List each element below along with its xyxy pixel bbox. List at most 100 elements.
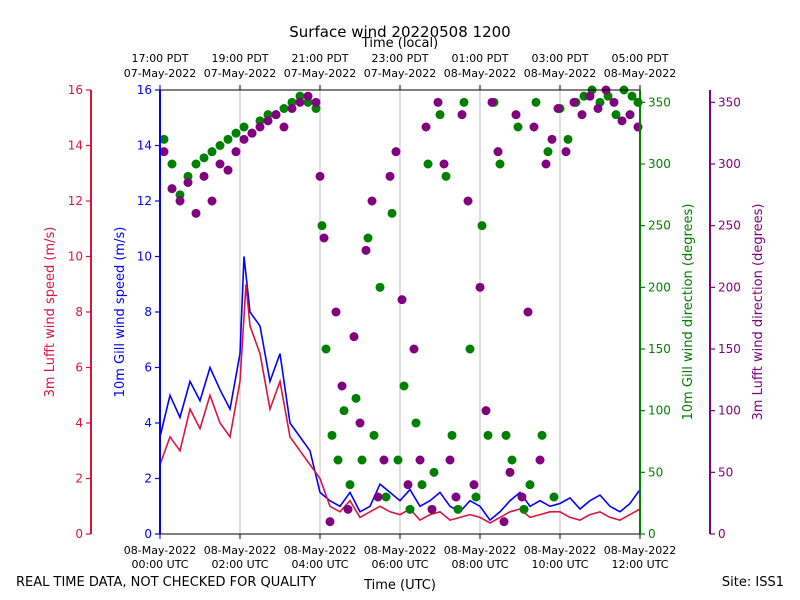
bottom-tick-time: 02:00 UTC bbox=[211, 558, 268, 571]
lufft-direction-point bbox=[617, 116, 627, 126]
lufft-speed-axis-tick-label: 14 bbox=[68, 139, 83, 153]
lufft-direction-point bbox=[295, 97, 305, 107]
gill-direction-point bbox=[447, 430, 457, 440]
lufft-direction-point bbox=[457, 110, 467, 120]
lufft-direction-axis-tick-label: 200 bbox=[718, 280, 741, 294]
lufft-direction-point bbox=[633, 122, 643, 132]
gill-direction-point bbox=[417, 480, 427, 490]
gill-direction-point bbox=[405, 504, 415, 514]
bottom-tick-date: 08-May-2022 bbox=[124, 544, 196, 557]
top-tick-date: 07-May-2022 bbox=[364, 67, 436, 80]
gill-direction-point bbox=[357, 455, 367, 465]
lufft-direction-point bbox=[361, 245, 371, 255]
lufft-direction-axis-tick-label: 0 bbox=[718, 527, 726, 541]
gill-direction-point bbox=[501, 430, 511, 440]
lufft-direction-point bbox=[439, 159, 449, 169]
gill-direction-point bbox=[537, 430, 547, 440]
lufft-direction-point bbox=[625, 110, 635, 120]
top-tick-date: 08-May-2022 bbox=[604, 67, 676, 80]
lufft-direction-point bbox=[263, 116, 273, 126]
top-tick-time: 23:00 PDT bbox=[371, 52, 428, 65]
lufft-direction-point bbox=[287, 104, 297, 113]
lufft-direction-axis-tick-label: 350 bbox=[718, 95, 741, 109]
lufft-direction-point bbox=[433, 97, 443, 107]
lufft-direction-point bbox=[191, 208, 201, 218]
lufft-direction-point bbox=[593, 104, 603, 113]
gill-speed-axis-tick-label: 10 bbox=[137, 250, 152, 264]
lufft-speed-axis-tick-label: 0 bbox=[75, 527, 83, 541]
gill-direction-point bbox=[627, 91, 637, 101]
gill-direction-point bbox=[483, 430, 493, 440]
lufft-speed-axis-tick-label: 8 bbox=[75, 305, 83, 319]
gill-direction-point bbox=[363, 233, 373, 243]
gill-speed-axis-tick-label: 6 bbox=[144, 361, 152, 375]
gill-direction-axis-tick-label: 100 bbox=[648, 404, 671, 418]
lufft-direction-point bbox=[529, 122, 539, 132]
bottom-tick-time: 10:00 UTC bbox=[531, 558, 588, 571]
lufft-direction-point bbox=[367, 196, 377, 206]
top-tick-time: 17:00 PDT bbox=[131, 52, 188, 65]
gill-direction-point bbox=[519, 504, 529, 514]
gill-direction-axis-tick-label: 350 bbox=[648, 95, 671, 109]
lufft-speed-axis-tick-label: 10 bbox=[68, 250, 83, 264]
gill-speed-axis-tick-label: 14 bbox=[137, 139, 152, 153]
bottom-tick-date: 08-May-2022 bbox=[444, 544, 516, 557]
lufft-direction-axis-tick-label: 50 bbox=[718, 465, 733, 479]
lufft-direction-point bbox=[343, 504, 353, 514]
gill-direction-point bbox=[459, 97, 469, 107]
top-tick-time: 01:00 PDT bbox=[451, 52, 508, 65]
lufft-direction-point bbox=[279, 122, 289, 132]
lufft-direction-point bbox=[445, 455, 455, 465]
gill-direction-point bbox=[507, 455, 517, 465]
lufft-direction-point bbox=[505, 467, 515, 477]
gill-direction-point bbox=[199, 153, 209, 163]
lufft-direction-point bbox=[421, 122, 431, 132]
lufft-direction-point bbox=[373, 492, 383, 502]
top-tick-date: 08-May-2022 bbox=[524, 67, 596, 80]
gill-direction-point bbox=[369, 430, 379, 440]
lufft-speed-axis-tick-label: 2 bbox=[75, 472, 83, 486]
lufft-direction-point bbox=[255, 122, 265, 132]
gill-direction-point bbox=[495, 159, 505, 169]
gill-direction-point bbox=[333, 455, 343, 465]
bottom-tick-time: 04:00 UTC bbox=[291, 558, 348, 571]
gill-direction-point bbox=[543, 147, 553, 157]
lufft-direction-point bbox=[167, 184, 177, 194]
top-x-axis-label: Time (local) bbox=[361, 36, 438, 51]
lufft-direction-point bbox=[577, 110, 587, 120]
lufft-speed-axis-tick-label: 12 bbox=[68, 194, 83, 208]
lufft-speed-axis-tick-label: 6 bbox=[75, 361, 83, 375]
gill-direction-point bbox=[255, 116, 265, 126]
lufft-direction-point bbox=[553, 104, 563, 113]
gill-direction-point bbox=[441, 171, 451, 181]
top-tick-date: 07-May-2022 bbox=[204, 67, 276, 80]
top-tick-date: 07-May-2022 bbox=[124, 67, 196, 80]
gill-direction-point bbox=[223, 134, 233, 144]
gill-direction-point bbox=[215, 141, 225, 150]
gill-direction-point bbox=[279, 104, 289, 113]
lufft-direction-point bbox=[247, 128, 257, 138]
top-tick-time: 05:00 PDT bbox=[611, 52, 668, 65]
gill-direction-point bbox=[381, 492, 391, 502]
lufft-direction-point bbox=[585, 91, 595, 101]
top-tick-time: 21:00 PDT bbox=[291, 52, 348, 65]
gill-direction-axis-tick-label: 300 bbox=[648, 157, 671, 171]
gill-direction-point bbox=[411, 418, 421, 428]
gill-direction-point bbox=[429, 467, 439, 477]
gill-direction-point bbox=[183, 171, 193, 181]
gill-speed-axis-tick-label: 8 bbox=[144, 305, 152, 319]
gill-direction-point bbox=[191, 159, 201, 169]
gill-direction-point bbox=[399, 381, 409, 391]
gill-direction-point bbox=[231, 128, 241, 138]
top-tick-time: 19:00 PDT bbox=[211, 52, 268, 65]
lufft-direction-point bbox=[451, 492, 461, 502]
gill-direction-point bbox=[345, 480, 355, 490]
gill-direction-point bbox=[239, 122, 249, 132]
lufft-speed-axis-tick-label: 4 bbox=[75, 416, 83, 430]
lufft-speed-axis-label: 3m Lufft wind speed (m/s) bbox=[43, 227, 58, 398]
lufft-direction-point bbox=[315, 171, 325, 181]
gill-direction-point bbox=[477, 221, 487, 231]
gill-direction-point bbox=[351, 393, 361, 403]
lufft-direction-point bbox=[215, 159, 225, 169]
